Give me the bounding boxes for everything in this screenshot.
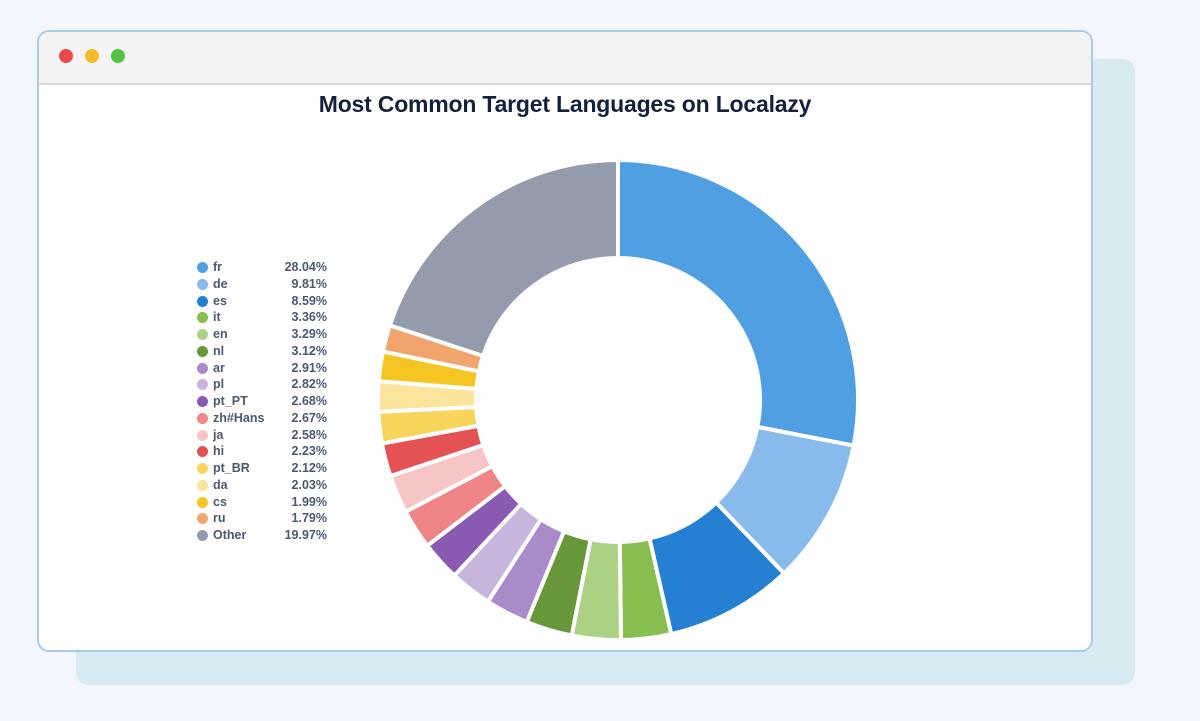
legend-value: 8.59% xyxy=(291,293,327,308)
donut-chart xyxy=(376,158,860,642)
legend-swatch xyxy=(197,345,208,357)
close-window-button[interactable] xyxy=(59,49,73,63)
legend-item[interactable]: it 3.36% xyxy=(197,310,327,327)
legend-item[interactable]: cs 1.99% xyxy=(197,495,327,512)
legend-swatch xyxy=(197,496,208,508)
legend-swatch xyxy=(197,329,208,340)
legend-swatch xyxy=(197,530,208,541)
legend-value: 1.99% xyxy=(291,494,327,509)
legend-item[interactable]: pt_PT 2.68% xyxy=(197,394,327,411)
legend-swatch xyxy=(197,362,208,374)
legend-swatch xyxy=(197,429,208,441)
legend-label: ar xyxy=(213,360,225,375)
legend-item[interactable]: zh#Hans 2.67% xyxy=(197,411,327,428)
legend-value: 2.82% xyxy=(291,377,327,392)
legend-value: 3.36% xyxy=(291,310,327,325)
legend-value: 2.58% xyxy=(291,427,327,442)
legend-swatch xyxy=(197,396,208,407)
legend-swatch xyxy=(197,412,208,424)
legend-label: Other xyxy=(213,528,247,542)
legend-item[interactable]: pt_BR 2.12% xyxy=(197,461,327,478)
legend-item[interactable]: Other 19.97% xyxy=(197,528,327,545)
legend-item[interactable]: en 3.29% xyxy=(197,327,327,344)
chart-title: Most Common Target Languages on Localazy xyxy=(318,91,812,117)
legend-label: ru xyxy=(213,511,226,526)
legend-label: cs xyxy=(213,494,227,509)
legend-label: fr xyxy=(213,260,223,274)
legend-swatch xyxy=(197,379,208,391)
legend-item[interactable]: nl 3.12% xyxy=(197,344,327,361)
legend-value: 1.79% xyxy=(291,511,327,526)
legend-item[interactable]: hi 2.23% xyxy=(197,444,327,461)
legend-value: 2.12% xyxy=(291,461,327,475)
donut-slice-other[interactable] xyxy=(387,158,620,358)
legend-label: nl xyxy=(213,343,225,358)
legend-value: 3.12% xyxy=(291,343,327,358)
legend-swatch xyxy=(197,312,208,324)
legend-label: hi xyxy=(213,444,225,459)
legend-value: 2.67% xyxy=(291,410,327,425)
legend-item[interactable]: ja 2.58% xyxy=(197,428,327,445)
legend-swatch xyxy=(197,513,208,525)
legend-label: pt_PT xyxy=(213,394,248,408)
legend-label: da xyxy=(213,477,228,492)
legend-swatch xyxy=(197,262,208,273)
legend-label: de xyxy=(213,276,228,291)
legend-item[interactable]: da 2.03% xyxy=(197,478,327,495)
legend-swatch xyxy=(197,479,208,491)
legend-value: 28.04% xyxy=(284,260,327,274)
legend-value: 3.29% xyxy=(291,327,327,341)
legend-swatch xyxy=(197,446,208,458)
browser-window: Most Common Target Languages on Localazy… xyxy=(37,30,1093,652)
legend-value: 9.81% xyxy=(291,276,327,291)
legend-swatch xyxy=(197,463,208,474)
legend-label: es xyxy=(213,293,227,308)
legend-label: ja xyxy=(213,427,224,442)
legend-value: 2.91% xyxy=(291,360,327,375)
legend-label: pl xyxy=(213,377,225,392)
legend-label: pt_BR xyxy=(213,461,250,475)
legend-value: 2.23% xyxy=(291,444,327,459)
legend-value: 2.03% xyxy=(291,477,327,492)
donut-slice-fr[interactable] xyxy=(616,158,860,448)
window-titlebar xyxy=(39,32,1091,85)
legend-label: it xyxy=(213,310,221,325)
legend-item[interactable]: fr 28.04% xyxy=(197,260,327,277)
chart-legend: fr 28.04% de 9.81% es 8.59% it 3.36% en 3.29% nl 3.… xyxy=(197,260,327,545)
minimize-window-button[interactable] xyxy=(85,49,99,63)
maximize-window-button[interactable] xyxy=(111,49,125,63)
legend-item[interactable]: de 9.81% xyxy=(197,277,327,294)
legend-item[interactable]: es 8.59% xyxy=(197,294,327,311)
legend-value: 19.97% xyxy=(284,528,327,542)
legend-item[interactable]: ru 1.79% xyxy=(197,511,327,528)
legend-swatch xyxy=(197,278,208,290)
legend-value: 2.68% xyxy=(291,394,327,408)
legend-swatch xyxy=(197,295,208,307)
legend-item[interactable]: pl 2.82% xyxy=(197,377,327,394)
legend-item[interactable]: ar 2.91% xyxy=(197,361,327,378)
legend-label: zh#Hans xyxy=(213,410,265,425)
legend-label: en xyxy=(213,327,228,341)
